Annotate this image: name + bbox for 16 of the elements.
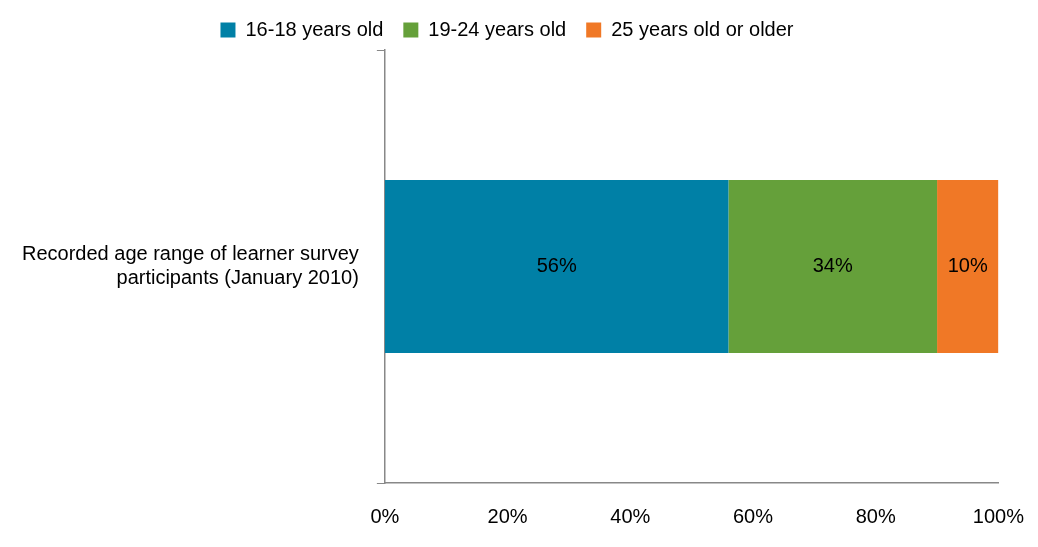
legend-label: 25 years old or older — [611, 17, 794, 40]
data-label: 10% — [947, 254, 988, 277]
bar — [384, 179, 729, 354]
bar — [937, 179, 999, 354]
x-tick-label: 100% — [972, 504, 1025, 527]
x-tick-label: 60% — [732, 504, 774, 527]
x-tick-label: 0% — [370, 504, 400, 527]
data-label: 34% — [812, 254, 853, 277]
data-label: 56% — [536, 254, 577, 277]
x-tick-label: 40% — [610, 504, 651, 527]
legend-label: 16-18 years old — [245, 17, 384, 40]
x-tick-label: 20% — [487, 504, 528, 527]
x-tick-label: 80% — [855, 504, 896, 527]
y-tick-label: Recorded age range of learner survey participants (January 2010) — [21, 242, 359, 289]
legend-label: 19-24 years old — [428, 17, 567, 40]
bar — [728, 179, 938, 354]
